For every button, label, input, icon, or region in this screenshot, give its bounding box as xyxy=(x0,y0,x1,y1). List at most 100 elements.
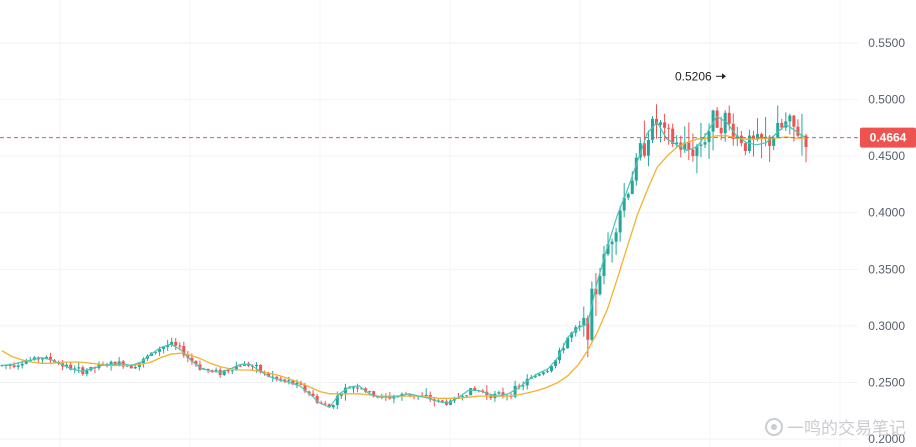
candle-body xyxy=(703,142,707,145)
candle-body xyxy=(598,276,602,295)
candle-body xyxy=(295,382,299,385)
candle-body xyxy=(699,144,703,146)
candle-body xyxy=(194,361,198,365)
candle-body xyxy=(659,122,663,125)
candle-body xyxy=(315,395,319,403)
candle-body xyxy=(521,385,525,387)
candle-body xyxy=(691,149,695,157)
candle-body xyxy=(481,390,485,392)
candle-body xyxy=(541,372,545,375)
candle-body xyxy=(32,357,36,360)
candle-body xyxy=(537,374,541,376)
y-tick-label-3: 0.4000 xyxy=(868,206,905,220)
candle-body xyxy=(469,388,473,396)
candle-body xyxy=(772,138,776,146)
candle-body xyxy=(16,365,20,367)
y-tick-label-4: 0.3500 xyxy=(868,262,905,276)
candle-body xyxy=(364,388,368,392)
y-tick-label-6: 0.2500 xyxy=(868,375,905,389)
candle-body xyxy=(465,395,469,397)
candle-body xyxy=(166,345,170,347)
candle-body xyxy=(279,378,283,380)
candle-body xyxy=(606,244,610,255)
candle-body xyxy=(610,241,614,245)
candle-body xyxy=(331,405,335,408)
y-axis: 0.5500 0.5000 0.4500 0.4000 0.3500 0.3000 0.25… xyxy=(868,36,905,446)
candle-body xyxy=(622,197,626,211)
candle-body xyxy=(554,360,558,366)
candle-body xyxy=(667,127,671,129)
candle-body xyxy=(356,387,360,389)
candle-body xyxy=(570,332,574,338)
ma-slow-line xyxy=(1,135,806,399)
candle-body xyxy=(756,134,760,140)
candle-body xyxy=(109,361,113,366)
candle-body xyxy=(182,346,186,356)
candle-body xyxy=(566,337,570,349)
price-overlays: 0.4664 0.5206 xyxy=(0,69,916,148)
candle-body xyxy=(614,232,618,242)
candle-body xyxy=(360,388,364,390)
candle-body xyxy=(549,365,553,372)
watermark-text: 一鸣的交易笔记 xyxy=(787,419,906,439)
grid-lines xyxy=(0,42,858,440)
candle-body xyxy=(687,142,691,150)
candle-body xyxy=(671,128,675,145)
candle-body xyxy=(760,134,764,139)
candle-body xyxy=(408,394,412,396)
watermark-logo-icon xyxy=(765,417,783,436)
candle-body xyxy=(141,358,145,364)
candle-body xyxy=(190,357,194,362)
candle-body xyxy=(796,126,800,136)
candle-body xyxy=(368,391,372,393)
peak-arrow-head xyxy=(722,73,726,80)
candle-body xyxy=(602,254,606,277)
candle-body xyxy=(562,348,566,351)
candle-body xyxy=(392,397,396,399)
candle-body xyxy=(638,143,642,158)
candle-body xyxy=(162,346,166,349)
current-price-label: 0.4664 xyxy=(870,131,907,145)
candle-body xyxy=(210,370,214,372)
candle-body xyxy=(719,127,723,134)
candle-body xyxy=(586,317,590,340)
candle-body xyxy=(594,288,598,295)
candle-body xyxy=(178,345,182,347)
candle-body xyxy=(545,371,549,373)
candle-body xyxy=(448,400,452,405)
candle-body xyxy=(323,403,327,405)
candle-body xyxy=(715,110,719,128)
candle-body xyxy=(424,394,428,396)
candle-body xyxy=(497,392,501,394)
candle-body xyxy=(351,387,355,389)
candle-body xyxy=(578,325,582,328)
candle-body xyxy=(154,351,158,353)
candle-body xyxy=(222,370,226,375)
candle-body xyxy=(695,145,699,157)
candle-body xyxy=(788,115,792,122)
candle-body xyxy=(780,122,784,128)
moving-average-lines xyxy=(1,115,807,409)
candle-body xyxy=(170,341,174,346)
y-tick-label-7: 0.2000 xyxy=(868,432,905,446)
candle-body xyxy=(311,393,315,396)
y-tick-label-5: 0.3000 xyxy=(868,319,905,333)
candle-body xyxy=(646,139,650,156)
candle-body xyxy=(582,317,586,326)
candle-body xyxy=(711,110,715,132)
candle-body xyxy=(513,385,517,397)
candle-body xyxy=(618,210,622,233)
candle-body xyxy=(133,366,137,369)
candle-body xyxy=(214,369,218,371)
candle-body xyxy=(238,365,242,367)
candle-body xyxy=(440,400,444,402)
y-tick-label-1: 0.5000 xyxy=(868,93,905,107)
candle-body xyxy=(0,365,4,367)
y-tick-label-0: 0.5500 xyxy=(868,36,905,50)
candle-body xyxy=(77,367,81,369)
candle-body xyxy=(267,372,271,377)
candle-body xyxy=(630,180,634,195)
candle-body xyxy=(65,364,69,367)
candle-body xyxy=(40,358,44,360)
candle-body xyxy=(291,380,295,385)
